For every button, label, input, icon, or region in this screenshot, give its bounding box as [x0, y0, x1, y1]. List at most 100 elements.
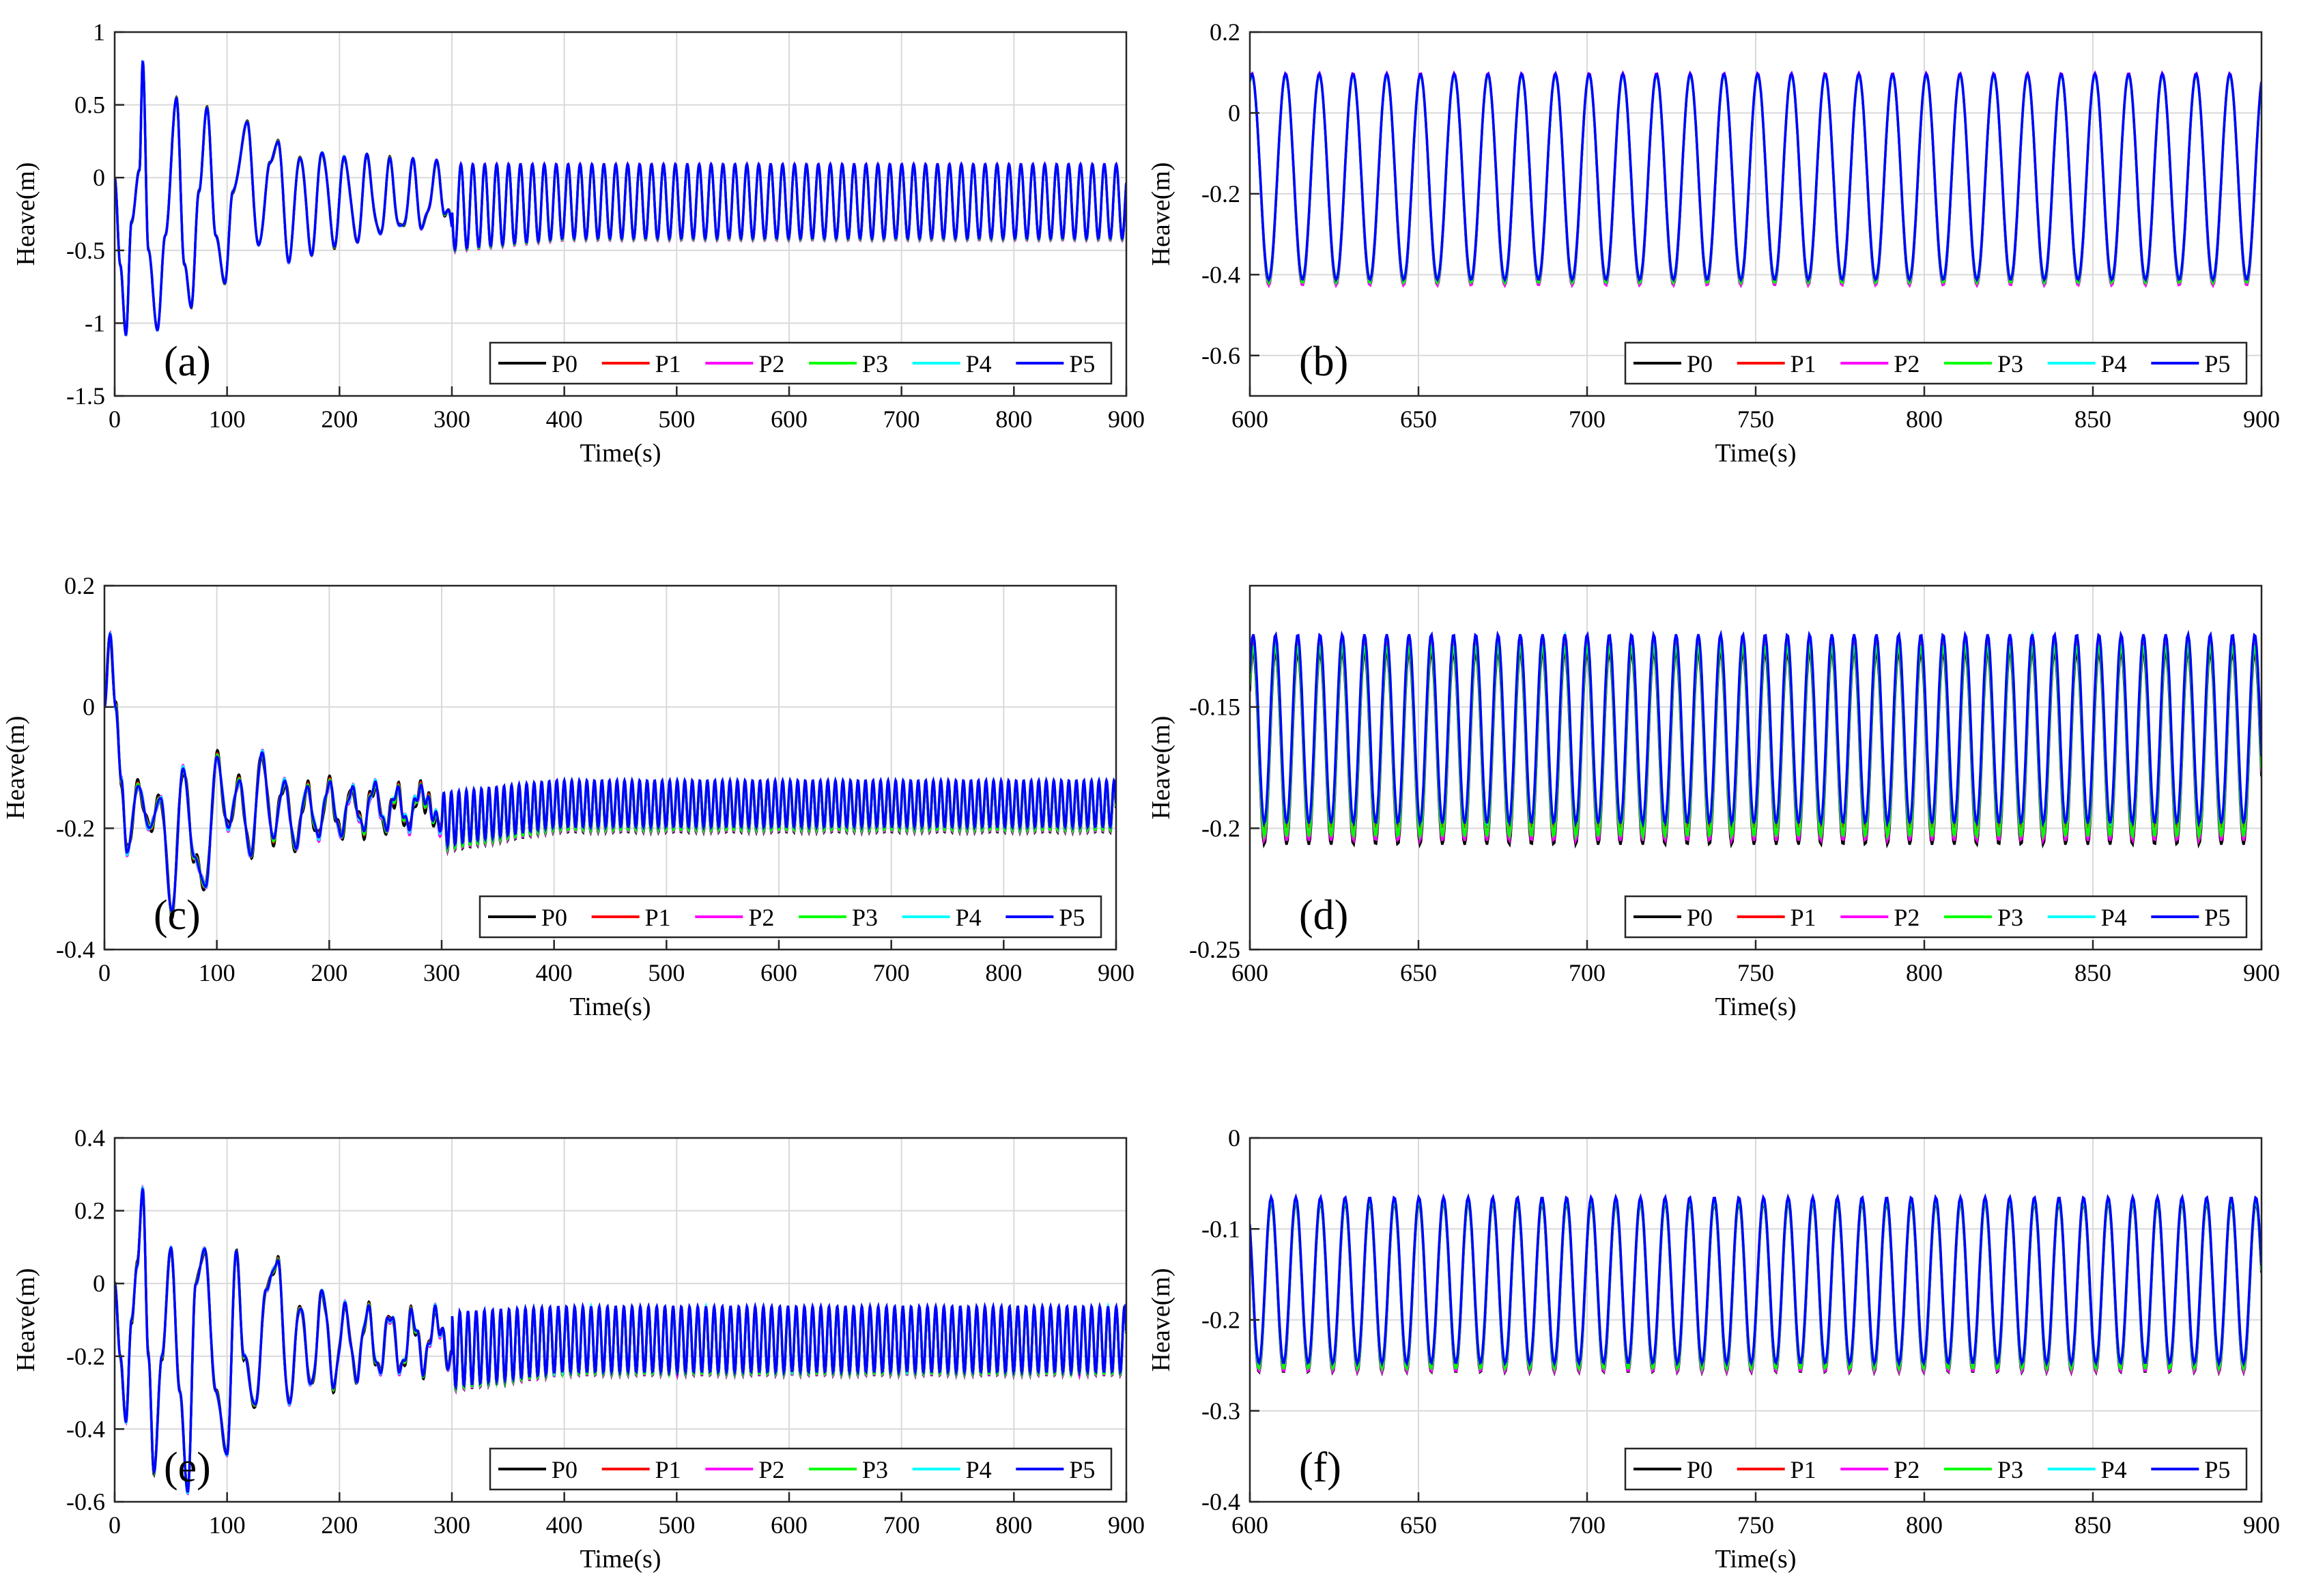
- legend-label-P3: P3: [852, 904, 878, 931]
- y-tick-label: 1: [93, 18, 105, 46]
- x-tick-label: 750: [1737, 959, 1774, 986]
- x-tick-label: 850: [2074, 1511, 2111, 1539]
- x-tick-label: 600: [1231, 1511, 1268, 1539]
- panel-a: 0 100 200 300 400 500 600 700 800 900 -1.5 -1 -0.5 0 0…: [12, 18, 1145, 468]
- legend-label-P1: P1: [1790, 1456, 1816, 1483]
- legend-label-P3: P3: [1997, 1456, 2023, 1483]
- legend-label-P5: P5: [2204, 350, 2230, 377]
- legend-label-P2: P2: [758, 350, 784, 377]
- x-axis-label: Time(s): [580, 1545, 661, 1573]
- y-tick-label: -0.2: [1201, 180, 1240, 208]
- x-tick-label: 0: [109, 1511, 121, 1539]
- y-axis-label: Heave(m): [1147, 162, 1175, 266]
- legend-label-P4: P4: [2101, 350, 2127, 377]
- x-tick-label: 700: [883, 1511, 920, 1539]
- series-group: [1250, 70, 2262, 289]
- y-tick-label: 0: [93, 1270, 105, 1297]
- y-tick-label: -0.4: [1201, 261, 1240, 288]
- y-tick-label: -0.4: [56, 936, 95, 963]
- x-tick-label: 600: [771, 405, 808, 433]
- x-tick-label: 400: [546, 1511, 583, 1539]
- legend-label-P1: P1: [645, 904, 671, 931]
- legend-label-P5: P5: [2204, 1456, 2230, 1483]
- y-tick-label: -1.5: [66, 382, 105, 410]
- y-axis-label: Heave(m): [1, 716, 30, 820]
- legend-label-P5: P5: [2204, 904, 2230, 931]
- legend-label-P3: P3: [862, 350, 888, 377]
- x-tick-label: 700: [873, 959, 910, 986]
- y-tick-label: 0.2: [64, 572, 95, 599]
- y-tick-label: 0.2: [1210, 18, 1240, 46]
- legend: P0 P1 P2 P3 P4 P5: [1624, 1447, 2248, 1491]
- x-tick-label: 900: [1108, 405, 1145, 433]
- y-tick-label: -0.2: [66, 1343, 105, 1370]
- legend-label-P1: P1: [1790, 350, 1816, 377]
- x-tick-label: 100: [209, 1511, 246, 1539]
- legend-label-P3: P3: [1997, 350, 2023, 377]
- panel-e: 0 100 200 300 400 500 600 700 800 900 -0.6 -0.4 -0.2…: [12, 1124, 1145, 1573]
- legend-label-P1: P1: [655, 350, 681, 377]
- x-tick-label: 650: [1400, 959, 1437, 986]
- x-tick-label: 600: [771, 1511, 808, 1539]
- series-line-P5: [104, 631, 1116, 913]
- x-axis-label: Time(s): [570, 993, 651, 1021]
- series-group: [115, 1184, 1126, 1496]
- legend-label-P3: P3: [1997, 904, 2023, 931]
- y-axis-label: Heave(m): [1147, 716, 1175, 820]
- legend-label-P2: P2: [1894, 350, 1920, 377]
- axes-box: [113, 1137, 1128, 1503]
- x-axis-label: Time(s): [1715, 439, 1797, 468]
- x-tick-label: 750: [1737, 1511, 1774, 1539]
- x-tick-label: 200: [311, 959, 347, 986]
- legend: P0 P1 P2 P3 P4 P5: [489, 1447, 1113, 1491]
- legend-label-P4: P4: [956, 904, 982, 931]
- legend-label-P1: P1: [655, 1456, 681, 1483]
- x-tick-label: 100: [209, 405, 246, 433]
- legend: P0 P1 P2 P3 P4 P5: [1624, 895, 2248, 939]
- y-tick-label: -0.4: [1201, 1488, 1240, 1515]
- x-tick-label: 700: [1569, 1511, 1606, 1539]
- legend-label-P0: P0: [552, 1456, 577, 1483]
- panel-label-f: (f): [1299, 1444, 1341, 1491]
- legend-label-P4: P4: [966, 350, 992, 377]
- legend-box: [1624, 895, 2248, 939]
- x-tick-label: 200: [321, 1511, 358, 1539]
- x-tick-label: 650: [1400, 1511, 1437, 1539]
- legend-label-P2: P2: [758, 1456, 784, 1483]
- x-tick-label: 100: [199, 959, 236, 986]
- x-tick-label: 300: [423, 959, 460, 986]
- x-tick-label: 800: [995, 1511, 1032, 1539]
- panel-f: 600 650 700 750 800 850 900 -0.4 -0.3 -0.2 -0.1 0 Ti…: [1147, 1124, 2280, 1573]
- legend-box: [489, 341, 1113, 385]
- y-tick-label: -0.2: [56, 814, 95, 842]
- x-tick-label: 0: [98, 959, 111, 986]
- x-tick-label: 650: [1400, 405, 1437, 433]
- x-tick-label: 800: [1906, 959, 1943, 986]
- legend-label-P5: P5: [1069, 1456, 1095, 1483]
- legend-label-P2: P2: [1894, 904, 1920, 931]
- y-tick-label: -0.6: [1201, 342, 1240, 369]
- x-tick-label: 400: [536, 959, 573, 986]
- legend: P0 P1 P2 P3 P4 P5: [479, 895, 1102, 939]
- series-group: [1250, 629, 2262, 849]
- legend-box: [489, 1447, 1113, 1491]
- series-line-P5: [1250, 70, 2262, 283]
- x-tick-label: 700: [1569, 405, 1606, 433]
- legend-label-P2: P2: [1894, 1456, 1920, 1483]
- x-tick-label: 900: [2243, 959, 2280, 986]
- y-tick-label: -0.5: [66, 237, 105, 264]
- x-tick-label: 800: [995, 405, 1032, 433]
- legend-label-P4: P4: [966, 1456, 992, 1483]
- legend-label-P5: P5: [1059, 904, 1085, 931]
- x-tick-label: 800: [1906, 1511, 1943, 1539]
- legend-box: [1624, 1447, 2248, 1491]
- x-tick-label: 500: [658, 405, 695, 433]
- y-tick-label: -0.2: [1201, 1307, 1240, 1334]
- legend-label-P1: P1: [1790, 904, 1816, 931]
- x-tick-label: 500: [648, 959, 685, 986]
- x-tick-label: 600: [1231, 959, 1268, 986]
- x-tick-label: 900: [1098, 959, 1135, 986]
- y-tick-label: 0: [1228, 1124, 1240, 1152]
- x-tick-label: 0: [109, 405, 121, 433]
- legend: P0 P1 P2 P3 P4 P5: [1624, 341, 2248, 385]
